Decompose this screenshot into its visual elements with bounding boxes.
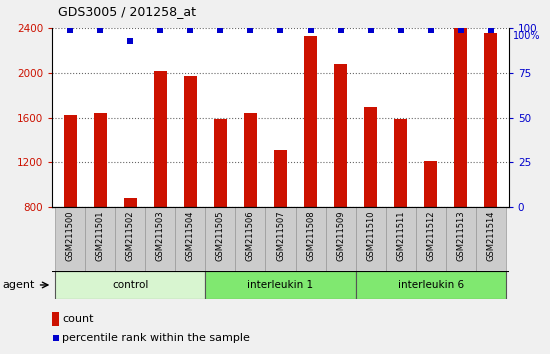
Text: control: control — [112, 280, 148, 290]
Point — [156, 27, 165, 33]
Point — [126, 38, 135, 44]
Bar — [55, 271, 205, 299]
Bar — [235, 207, 266, 271]
Text: GSM211511: GSM211511 — [396, 210, 405, 261]
Text: 100%: 100% — [513, 31, 541, 41]
Text: GSM211506: GSM211506 — [246, 210, 255, 261]
Text: GSM211514: GSM211514 — [486, 210, 495, 261]
Point — [216, 27, 225, 33]
Text: agent: agent — [3, 280, 35, 290]
Bar — [145, 207, 175, 271]
Text: GSM211501: GSM211501 — [96, 210, 105, 261]
Bar — [356, 207, 386, 271]
Point — [186, 27, 195, 33]
Text: percentile rank within the sample: percentile rank within the sample — [63, 333, 250, 343]
Point — [396, 27, 405, 33]
Bar — [356, 271, 506, 299]
Text: GSM211513: GSM211513 — [456, 210, 465, 261]
Point — [366, 27, 375, 33]
Bar — [266, 207, 295, 271]
Bar — [364, 107, 377, 207]
Bar — [94, 113, 107, 207]
Text: GSM211503: GSM211503 — [156, 210, 165, 261]
Bar — [334, 64, 347, 207]
Bar — [386, 207, 416, 271]
Text: interleukin 6: interleukin 6 — [398, 280, 464, 290]
Bar — [63, 115, 77, 207]
Bar — [175, 207, 205, 271]
Bar — [205, 271, 356, 299]
Text: count: count — [63, 314, 94, 324]
Bar — [394, 119, 408, 207]
Point — [96, 27, 104, 33]
Bar — [116, 207, 145, 271]
Text: GSM211502: GSM211502 — [126, 210, 135, 261]
Bar — [424, 161, 437, 207]
Text: GSM211505: GSM211505 — [216, 210, 225, 261]
Point — [51, 336, 60, 341]
Bar — [446, 207, 476, 271]
Bar — [52, 312, 59, 326]
Bar — [304, 36, 317, 207]
Bar — [484, 33, 498, 207]
Point — [336, 27, 345, 33]
Point — [426, 27, 435, 33]
Bar — [214, 119, 227, 207]
Point — [276, 27, 285, 33]
Bar — [454, 28, 468, 207]
Bar — [274, 150, 287, 207]
Text: GSM211507: GSM211507 — [276, 210, 285, 261]
Bar — [295, 207, 326, 271]
Bar — [205, 207, 235, 271]
Point — [456, 27, 465, 33]
Bar — [184, 76, 197, 207]
Bar — [416, 207, 446, 271]
Bar — [244, 113, 257, 207]
Text: GSM211509: GSM211509 — [336, 210, 345, 261]
Point — [306, 27, 315, 33]
Bar — [55, 207, 85, 271]
Point — [66, 27, 75, 33]
Point — [246, 27, 255, 33]
Text: GSM211504: GSM211504 — [186, 210, 195, 261]
Bar — [326, 207, 356, 271]
Bar — [153, 71, 167, 207]
Bar — [476, 207, 506, 271]
Point — [486, 27, 495, 33]
Text: GSM211510: GSM211510 — [366, 210, 375, 261]
Text: GDS3005 / 201258_at: GDS3005 / 201258_at — [58, 5, 196, 18]
Bar — [85, 207, 116, 271]
Text: GSM211508: GSM211508 — [306, 210, 315, 261]
Text: interleukin 1: interleukin 1 — [248, 280, 314, 290]
Text: GSM211500: GSM211500 — [66, 210, 75, 261]
Text: GSM211512: GSM211512 — [426, 210, 435, 261]
Bar — [124, 198, 137, 207]
